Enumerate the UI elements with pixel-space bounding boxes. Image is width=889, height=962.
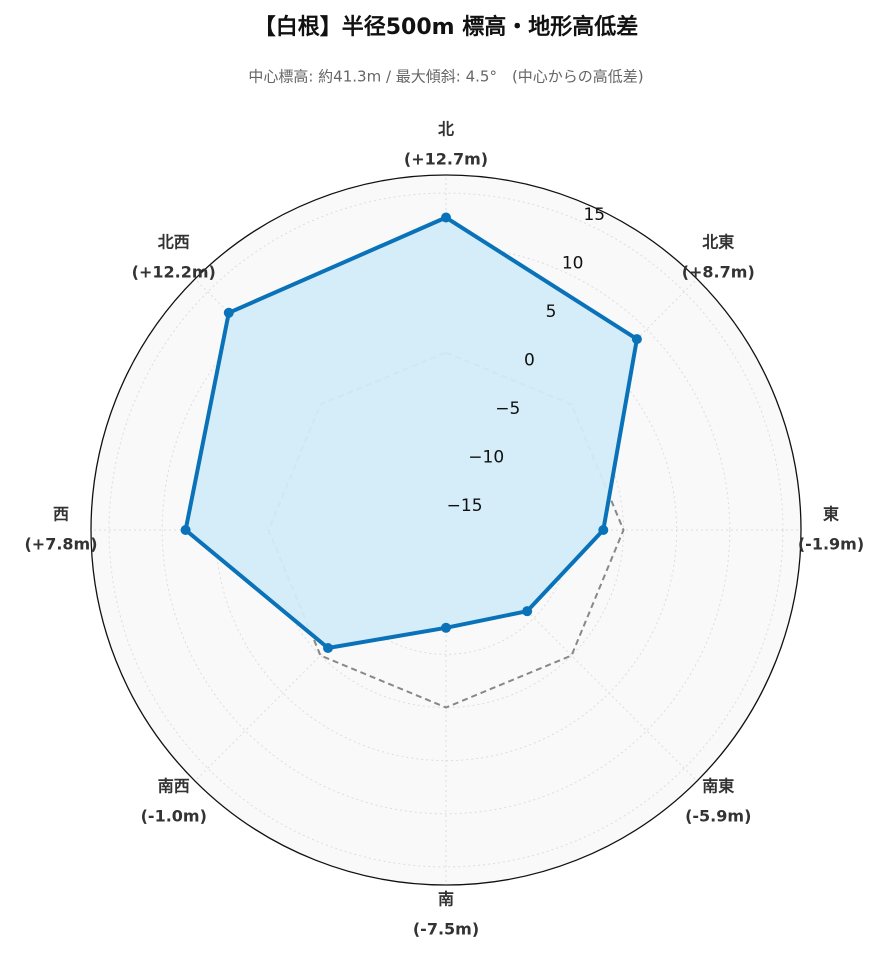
category-label: 北 — [438, 120, 454, 139]
chart-subtitle: 中心標高: 約41.3m / 最大傾斜: 4.5° (中心からの高低差) — [248, 68, 643, 86]
data-point — [180, 525, 191, 535]
spoke — [445, 529, 698, 782]
value-label: (+8.7m) — [682, 262, 755, 281]
value-label: (+12.2m) — [132, 262, 216, 281]
grid-circle — [108, 192, 784, 868]
category-label: 東 — [823, 505, 839, 524]
value-label: (+7.8m) — [24, 535, 97, 554]
r-tick-label: 0 — [524, 351, 535, 371]
value-label: (-5.9m) — [685, 807, 751, 826]
value-label: (+12.7m) — [404, 150, 488, 169]
category-label: 南東 — [702, 777, 734, 796]
category-label: 北西 — [158, 232, 190, 251]
spoke — [445, 278, 698, 531]
r-tick-label: −5 — [495, 399, 520, 419]
value-label: (-1.0m) — [141, 807, 207, 826]
r-tick-label: 10 — [562, 253, 584, 273]
data-point — [441, 622, 451, 633]
data-point — [598, 525, 609, 535]
value-label: (-7.5m) — [413, 920, 479, 939]
spoke — [194, 529, 447, 782]
r-tick-label: 15 — [583, 205, 605, 225]
category-label: 南西 — [158, 777, 190, 796]
category-label: 北東 — [702, 232, 734, 251]
r-tick-label: 5 — [546, 302, 557, 322]
category-label: 西 — [53, 505, 69, 524]
chart-title: 【白根】半径500m 標高・地形高低差 — [254, 14, 639, 40]
r-tick-label: −10 — [468, 448, 504, 468]
data-point — [631, 334, 642, 345]
r-tick-label: −15 — [447, 496, 483, 516]
data-point — [522, 606, 533, 617]
category-label: 南 — [438, 890, 454, 909]
data-point — [223, 307, 234, 318]
data-point — [323, 642, 334, 653]
plot-border — [90, 174, 802, 886]
value-label: (-1.9m) — [798, 535, 864, 554]
data-point — [441, 212, 451, 223]
